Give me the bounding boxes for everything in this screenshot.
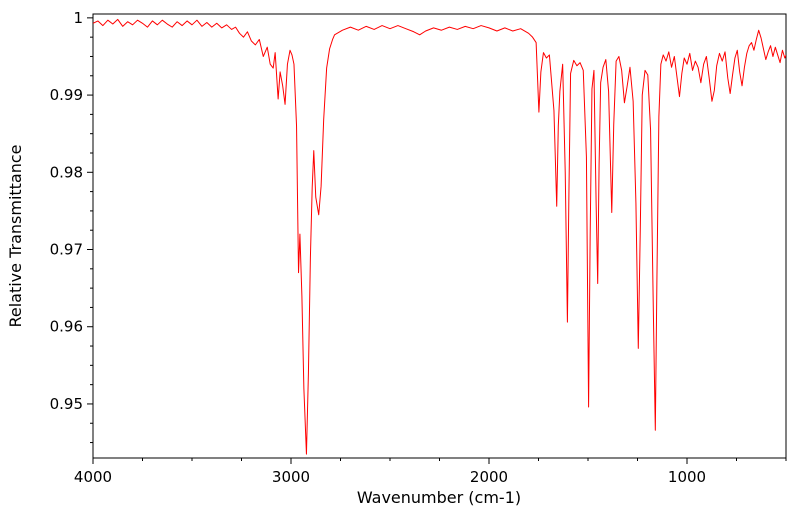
x-tick-label: 2000 bbox=[470, 468, 508, 486]
plot-border bbox=[92, 13, 787, 459]
y-tick-label: 0.96 bbox=[50, 318, 83, 336]
axis-ticks bbox=[87, 17, 787, 464]
y-tick-label: 1 bbox=[73, 9, 83, 27]
y-tick-label: 0.99 bbox=[50, 86, 83, 104]
x-tick-label: 3000 bbox=[272, 468, 310, 486]
x-axis-title: Wavenumber (cm-1) bbox=[357, 488, 521, 507]
y-tick-label: 0.95 bbox=[50, 395, 83, 413]
axis-tick-labels: 4000 3000 2000 1000 0.95 0.96 0.97 0.98 0.99 1 bbox=[50, 9, 707, 486]
y-tick-label: 0.97 bbox=[50, 241, 83, 259]
y-tick-label: 0.98 bbox=[50, 163, 83, 181]
x-tick-label: 4000 bbox=[74, 468, 112, 486]
x-tick-label: 1000 bbox=[668, 468, 706, 486]
plot-area bbox=[93, 18, 786, 455]
y-axis-title: Relative Transmittance bbox=[6, 144, 25, 327]
spectrum-line bbox=[93, 18, 786, 455]
